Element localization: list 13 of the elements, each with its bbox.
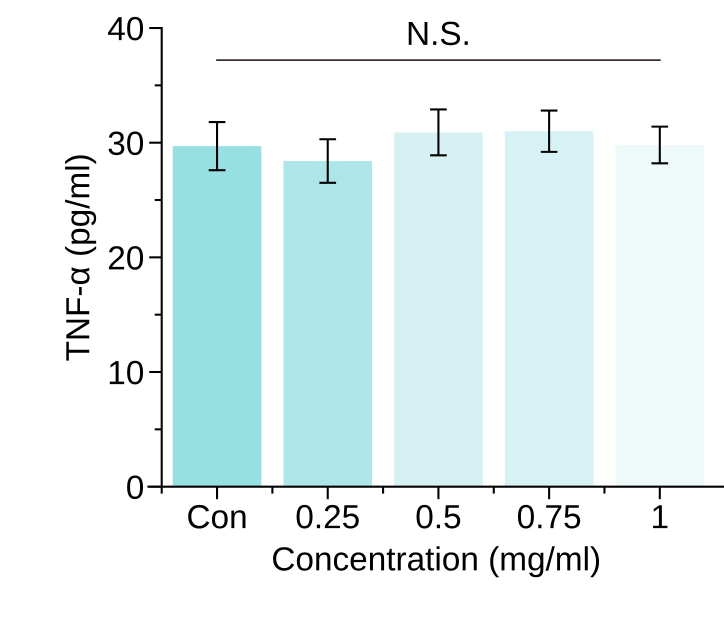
x-tick-label: 0.25 <box>296 504 359 529</box>
y-axis-title: TNF-α (pg/ml) <box>65 155 96 361</box>
x-tick-label: 1 <box>653 505 668 528</box>
x-tick-label: Con <box>188 504 246 529</box>
y-tick-label: 20 <box>108 246 144 270</box>
ref-line-label: N.S. <box>408 22 468 46</box>
x-axis-title: Concentration (mg/ml) <box>273 546 600 578</box>
y-tick-label: 10 <box>110 360 144 384</box>
y-tick-label: 0 <box>127 475 144 500</box>
y-tick-label: 40 <box>108 16 144 40</box>
y-tick-label: 30 <box>108 131 144 156</box>
x-tick-label: 0.5 <box>416 504 460 529</box>
x-tick-label: 0.75 <box>518 504 580 529</box>
